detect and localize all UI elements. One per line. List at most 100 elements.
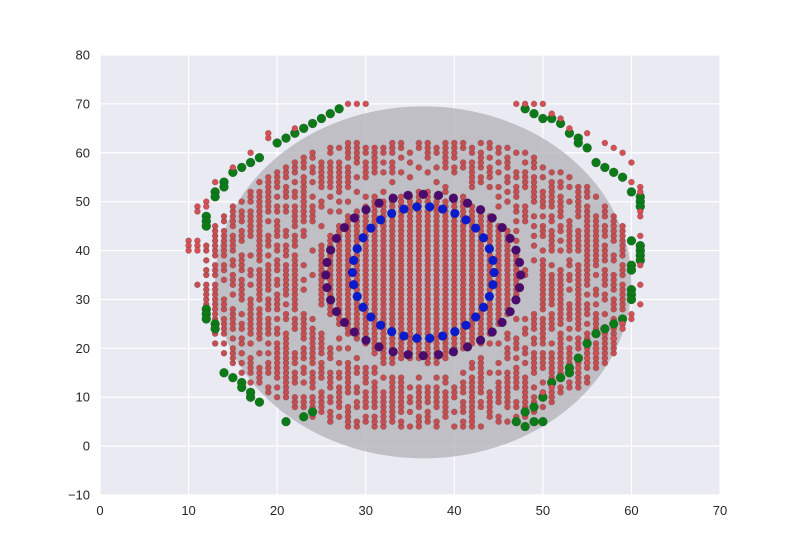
red-field-point xyxy=(504,369,511,376)
red-outer-point xyxy=(566,125,573,132)
red-field-point xyxy=(557,169,564,176)
red-field-point xyxy=(513,315,520,323)
red-field-point xyxy=(530,242,538,249)
red-field-point xyxy=(557,237,564,244)
red-field-point xyxy=(601,242,609,249)
red-field-point xyxy=(282,227,290,235)
blue-ring-point xyxy=(348,279,359,290)
red-field-point xyxy=(477,354,485,362)
red-field-point xyxy=(300,276,307,284)
red-field-point xyxy=(247,281,254,288)
red-field-point xyxy=(442,389,449,396)
red-field-point xyxy=(220,213,228,220)
y-tick-label: 60 xyxy=(76,145,90,160)
x-tick-label: 70 xyxy=(713,503,727,518)
red-outer-point xyxy=(211,178,219,186)
red-field-point xyxy=(521,345,529,352)
red-field-point xyxy=(548,271,555,279)
red-field-point xyxy=(229,232,237,240)
red-field-point xyxy=(530,335,538,342)
red-field-point xyxy=(521,325,529,332)
red-field-point xyxy=(513,398,520,406)
red-field-point xyxy=(406,394,414,401)
red-field-point xyxy=(566,257,573,264)
red-field-point xyxy=(477,174,485,181)
red-field-point xyxy=(203,281,210,288)
red-field-point xyxy=(265,296,272,303)
green-edge-point xyxy=(316,113,327,124)
red-field-point xyxy=(495,379,502,386)
red-field-point xyxy=(433,144,440,152)
red-field-point xyxy=(548,340,555,347)
y-tick-label: 80 xyxy=(76,48,90,63)
purple-ring-point xyxy=(418,350,428,361)
red-field-point xyxy=(353,139,361,147)
red-field-point xyxy=(459,418,467,425)
red-field-point xyxy=(539,247,547,254)
red-field-point xyxy=(256,178,263,186)
red-field-point xyxy=(557,266,564,274)
red-field-point xyxy=(397,374,405,381)
red-field-point xyxy=(477,423,485,430)
red-field-point xyxy=(557,384,564,391)
red-field-point xyxy=(468,374,476,381)
green-edge-point xyxy=(210,192,220,202)
red-field-point xyxy=(486,183,493,191)
purple-ring-point xyxy=(511,295,521,305)
red-outer-point xyxy=(637,262,644,269)
purple-ring-point xyxy=(388,347,398,357)
purple-ring-point xyxy=(497,317,507,328)
purple-ring-point xyxy=(374,198,384,208)
red-field-point xyxy=(566,335,573,342)
purple-ring-point xyxy=(448,193,459,203)
green-edge-point xyxy=(582,338,592,349)
blue-ring-point xyxy=(484,291,495,302)
red-field-point xyxy=(513,218,520,225)
tick-labels: 0 10 20 30 40 50 60 70 −10 0 10 20 30 40 50 60 70 80 xyxy=(68,48,727,519)
red-field-point xyxy=(557,247,564,254)
red-field-point xyxy=(530,232,538,240)
red-field-point xyxy=(521,149,529,156)
red-field-point xyxy=(539,379,547,386)
red-field-point xyxy=(406,159,414,166)
red-outer-point xyxy=(601,139,609,147)
red-field-point xyxy=(486,340,493,347)
red-field-point xyxy=(397,418,405,425)
red-field-point xyxy=(583,203,591,210)
red-field-point xyxy=(300,364,307,372)
red-field-point xyxy=(415,374,423,381)
red-field-point xyxy=(583,183,591,191)
red-field-point xyxy=(566,345,573,352)
green-edge-point xyxy=(529,402,539,412)
red-field-point xyxy=(513,169,520,176)
y-tick-label: 10 xyxy=(76,390,90,405)
red-field-point xyxy=(530,174,538,181)
red-field-point xyxy=(530,222,538,230)
green-edge-point xyxy=(617,172,628,182)
blue-ring-point xyxy=(412,202,422,212)
blue-ring-point xyxy=(489,267,499,278)
red-field-point xyxy=(539,174,547,181)
red-field-point xyxy=(291,232,299,240)
purple-ring-point xyxy=(487,327,497,337)
red-outer-point xyxy=(610,144,617,152)
red-field-point xyxy=(566,286,573,293)
green-edge-point xyxy=(307,118,318,129)
red-field-point xyxy=(601,266,609,274)
red-field-point xyxy=(265,232,272,240)
red-field-point xyxy=(335,198,343,205)
purple-ring-point xyxy=(418,189,428,200)
red-field-point xyxy=(203,266,210,274)
green-edge-point xyxy=(325,108,335,119)
red-field-point xyxy=(451,408,458,416)
red-field-point xyxy=(539,213,547,220)
blue-ring-point xyxy=(488,255,498,266)
red-field-point xyxy=(539,257,547,264)
red-field-point xyxy=(291,159,299,166)
red-field-point xyxy=(282,330,290,337)
red-field-point xyxy=(415,384,423,391)
red-outer-point xyxy=(539,389,547,396)
red-field-point xyxy=(309,178,316,186)
red-field-point xyxy=(566,325,573,332)
red-field-point xyxy=(247,208,254,215)
